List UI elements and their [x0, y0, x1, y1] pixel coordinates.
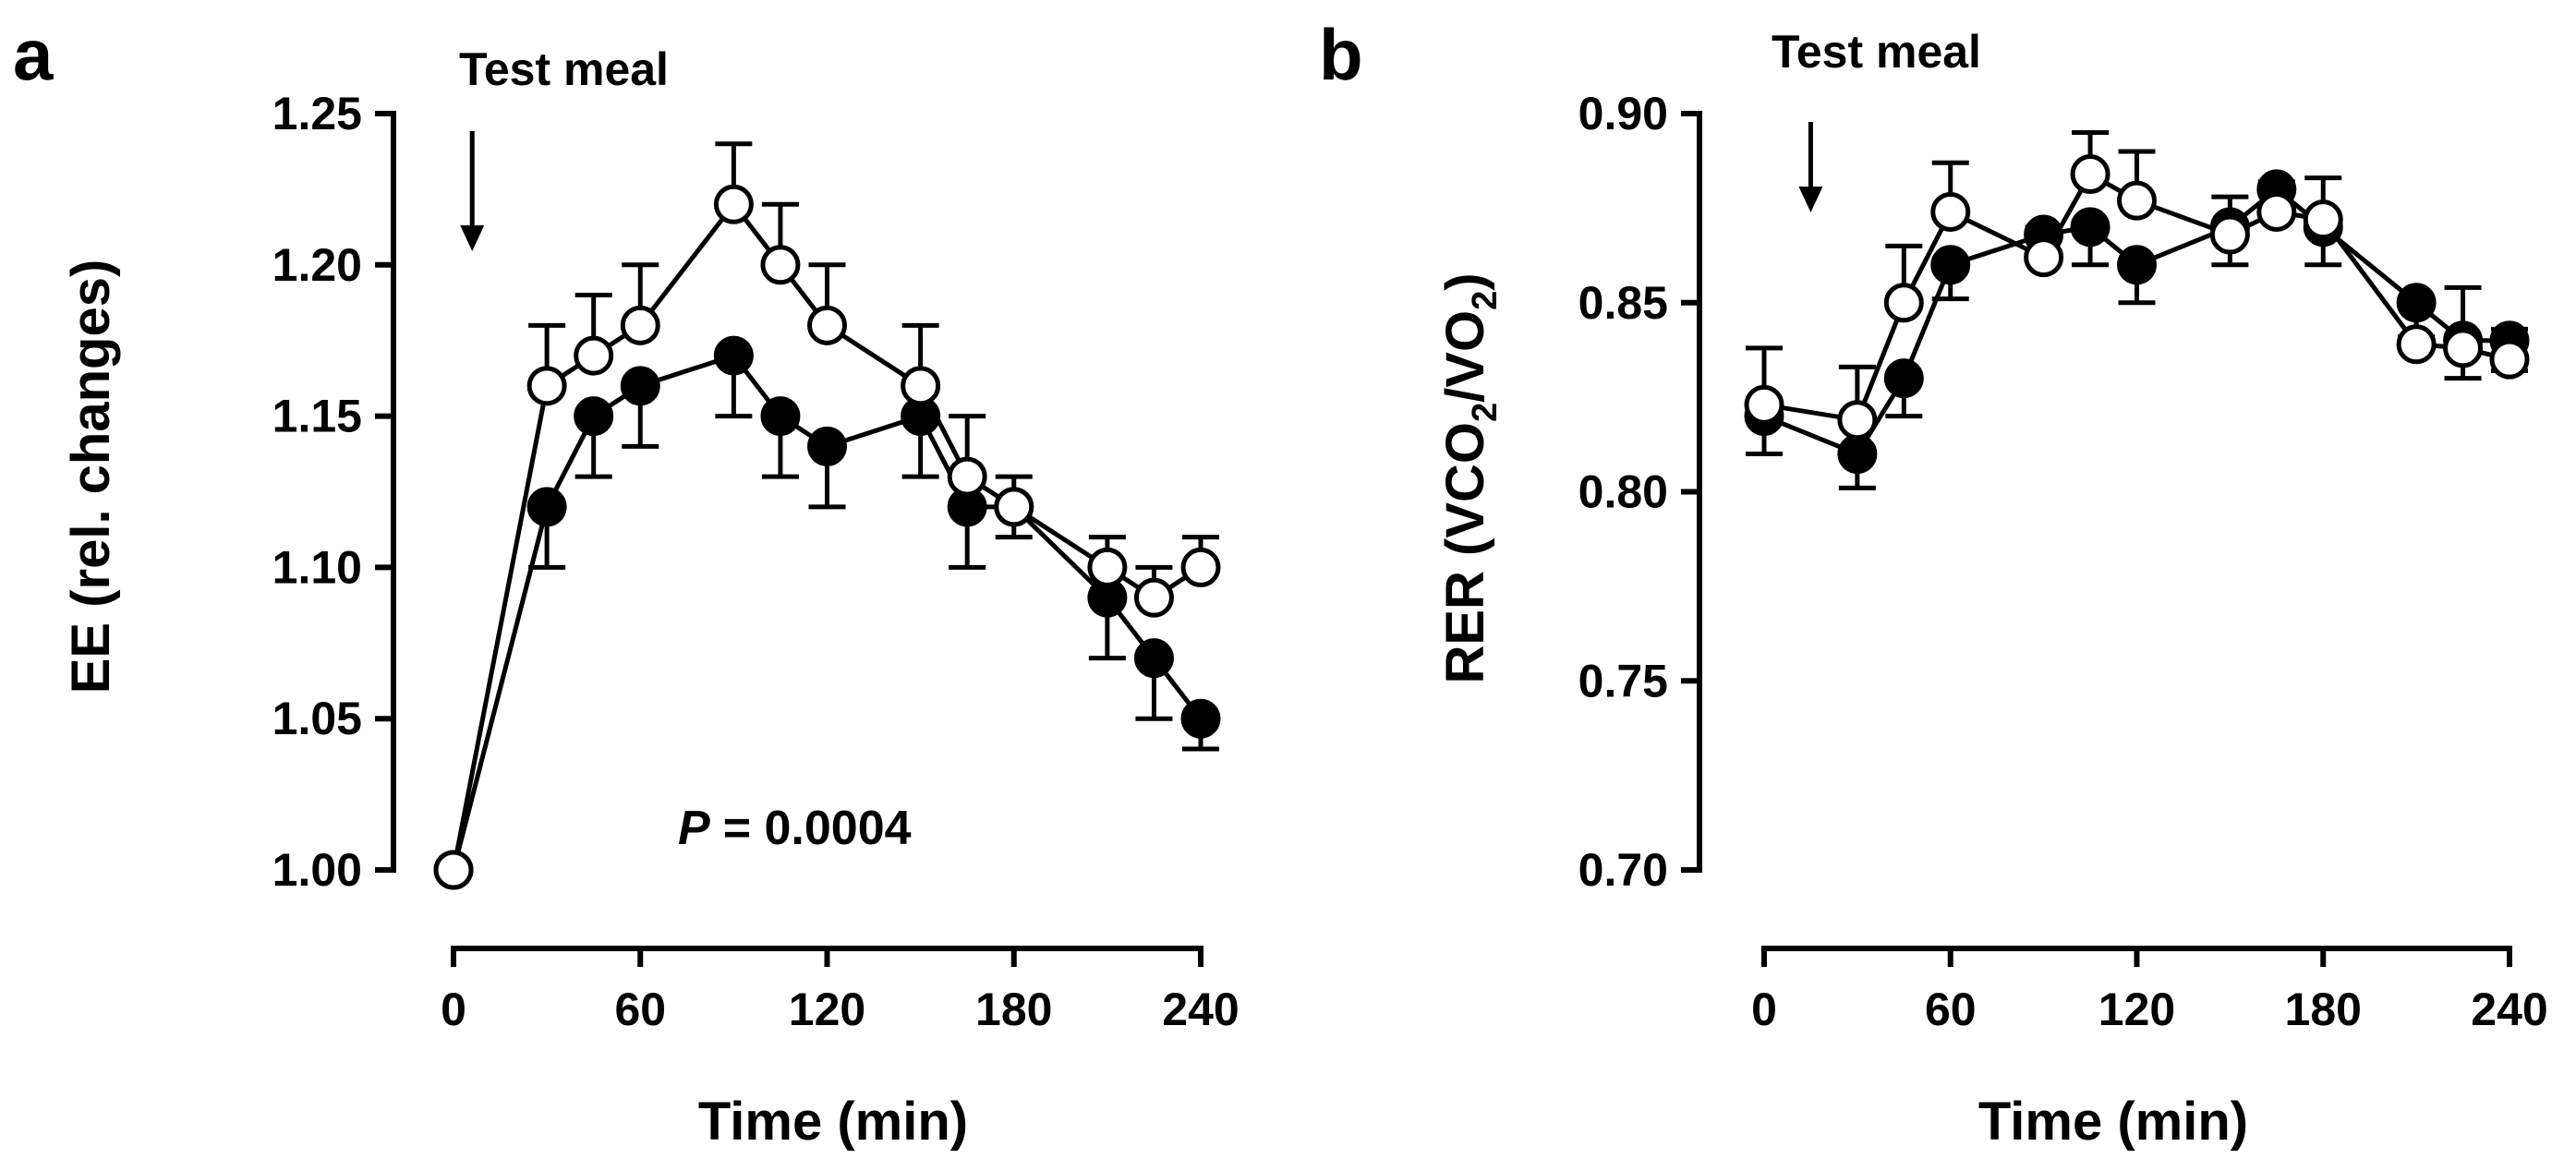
panel-b: b 0.70 0.75 0.80 0.85 0.90 0 60 120 180 240 RER (…	[1319, 14, 2548, 1152]
panel-b-filled-series-point	[1837, 434, 1878, 475]
panel-b-y-axis-title: RER (VCO2/VO2)	[1435, 272, 1505, 683]
panel-b-test-meal-arrow	[1798, 122, 1823, 212]
panel-a-y-tick-label: 1.00	[272, 844, 362, 896]
panel-b-open-series-point	[2443, 328, 2484, 368]
panel-b-y-tick-label: 0.90	[1578, 88, 1668, 139]
panel-a-open-series-point	[901, 366, 941, 406]
panel-b-open-series-point	[2256, 191, 2297, 232]
panel-a-open-series-point	[947, 456, 987, 497]
panel-a-open-series-point	[526, 366, 567, 406]
panel-b-y-tick-label: 0.85	[1578, 277, 1668, 329]
panel-a-open-series-point	[807, 305, 847, 345]
panel-a-open-series-point	[713, 184, 754, 224]
panel-b-open-series	[1744, 129, 2530, 441]
panel-a-x-axis-title: Time (min)	[698, 1092, 968, 1152]
panel-b-y-tick-label: 0.80	[1578, 466, 1668, 518]
panel-a-p-letter: P	[678, 802, 710, 855]
panel-a-open-series-point	[760, 245, 801, 285]
panel-a-x-tick-label: 240	[1162, 984, 1239, 1035]
panel-a-open-series-point	[994, 487, 1034, 527]
panel-a-filled-series-point	[807, 426, 847, 466]
panel-b-open-series-point	[1883, 283, 1924, 323]
panel-b-x-tick-label: 180	[2285, 984, 2362, 1035]
panel-a-open-series-point	[1180, 547, 1221, 587]
panel-a-open-series-point	[574, 335, 614, 376]
panel-b-open-series-point	[2024, 237, 2064, 278]
panel-a-y-tick-label: 1.25	[272, 88, 362, 139]
panel-a-filled-series-point	[713, 335, 754, 376]
panel-b-open-series-point	[1744, 384, 1784, 425]
panel-a-filled-series-point	[1133, 638, 1174, 679]
panel-a-open-series-point	[1133, 577, 1174, 618]
panel-b-filled-series-point	[1883, 358, 1924, 399]
panel-b-y-tick-label: 0.75	[1578, 655, 1668, 706]
panel-b-ylabel-end: )	[1435, 272, 1495, 290]
panel-a-x-tick-label: 60	[614, 984, 666, 1035]
panel-a-open-series	[433, 141, 1221, 890]
panel-a-y-tick-label: 1.05	[272, 693, 362, 744]
panel-a-test-meal-label: Test meal	[459, 43, 669, 95]
panel-b-ylabel-sub1: 2	[1466, 403, 1505, 422]
panel-a-y-tick-label: 1.10	[272, 541, 362, 593]
panel-b-open-series-point	[2489, 339, 2530, 380]
panel-letter-a: a	[13, 14, 54, 95]
panel-a-open-series-point	[620, 305, 660, 345]
panel-a-x-tick-label: 180	[975, 984, 1052, 1035]
panel-a-arrow-head	[460, 225, 485, 251]
panel-b-ylabel-mid: /VO	[1435, 310, 1495, 403]
panel-letter-b: b	[1319, 14, 1363, 95]
panel-b-ylabel-sub2: 2	[1466, 291, 1505, 310]
panel-b-open-series-point	[1837, 400, 1878, 441]
panel-a-ticks: 1.00 1.05 1.10 1.15 1.20 1.25 0 60 120 180 240	[272, 88, 1240, 1035]
panel-b-data	[1744, 129, 2530, 490]
panel-b-ylabel-main: RER (VCO	[1435, 422, 1495, 684]
panel-a-x-tick-label: 120	[789, 984, 865, 1035]
panel-b-arrow-head	[1798, 187, 1823, 212]
panel-a-filled-series-point	[760, 396, 801, 437]
panel-b-x-tick-label: 240	[2471, 984, 2547, 1035]
panel-a: a 1.00 1.05 1.10 1.15 1.20 1.25 0 60 120 180 240 E…	[13, 14, 1240, 1152]
panel-b-test-meal-label: Test meal	[1772, 26, 1981, 78]
panel-b-open-series-point	[2303, 199, 2343, 240]
panel-a-data	[433, 141, 1221, 890]
panel-b-open-series-point	[2209, 214, 2250, 255]
panel-a-filled-series-point	[620, 366, 660, 406]
panel-a-p-value: P = 0.0004	[678, 802, 912, 855]
panel-a-y-tick-label: 1.20	[272, 239, 362, 291]
panel-a-p-number: = 0.0004	[723, 802, 912, 855]
panel-b-filled-series-point	[1930, 245, 1971, 285]
panel-b-ticks: 0.70 0.75 0.80 0.85 0.90 0 60 120 180 240	[1578, 88, 2548, 1035]
panel-b-filled-series-point	[2117, 245, 2157, 285]
panel-a-x-tick-label: 0	[441, 984, 466, 1035]
panel-a-filled-series-point	[574, 396, 614, 437]
panel-b-open-series-point	[2117, 180, 2157, 221]
panel-b-x-tick-label: 0	[1751, 984, 1777, 1035]
panel-a-filled-series-point	[1180, 698, 1221, 739]
panel-b-x-tick-label: 60	[1925, 984, 1977, 1035]
panel-a-open-series-point	[433, 850, 474, 890]
panel-b-open-series-point	[2396, 324, 2437, 365]
panel-b-open-series-point	[2070, 154, 2110, 195]
panel-a-test-meal-arrow	[460, 131, 485, 251]
panel-a-y-axis-title: EE (rel. changes)	[61, 260, 121, 694]
panel-b-filled-series-point	[2070, 207, 2110, 247]
panel-a-filled-series-point	[526, 487, 567, 527]
panel-b-x-axis-title: Time (min)	[1978, 1092, 2248, 1152]
panel-b-open-series-point	[1930, 191, 1971, 232]
panel-b-x-tick-label: 120	[2098, 984, 2175, 1035]
panel-a-y-tick-label: 1.15	[272, 391, 362, 442]
panel-b-y-tick-label: 0.70	[1578, 844, 1668, 896]
panel-a-open-series-point	[1087, 547, 1128, 587]
